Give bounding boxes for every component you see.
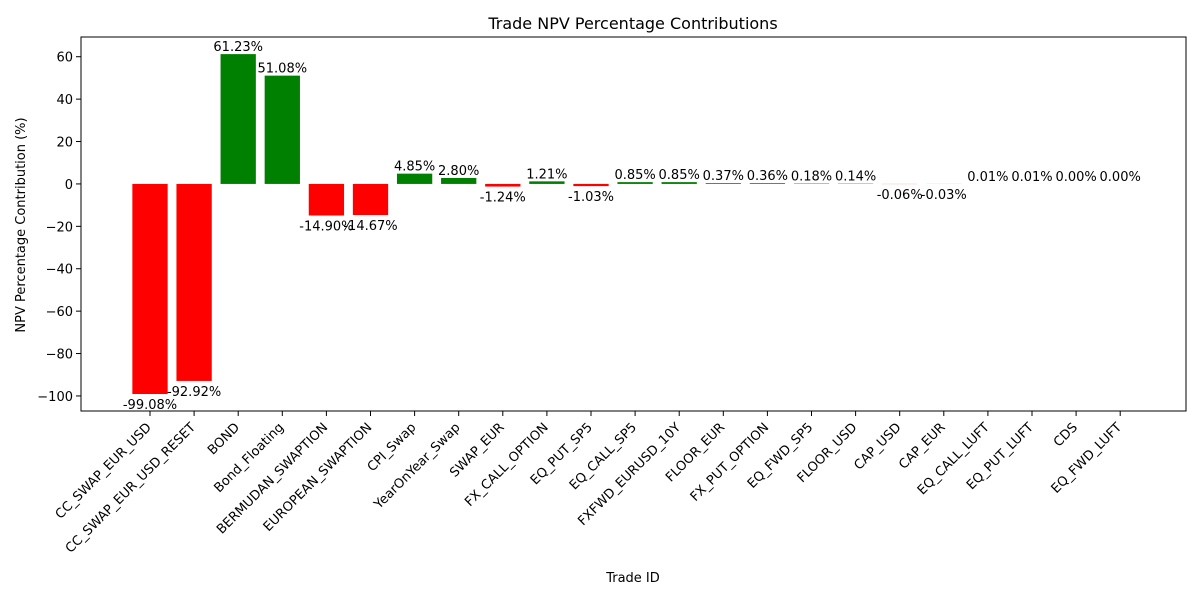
bar-EQ_PUT_SP5 — [573, 183, 609, 187]
bar-CC_SWAP_EUR_USD — [132, 183, 168, 394]
data-label: 0.14% — [835, 170, 876, 185]
data-label: -14.67% — [343, 219, 397, 234]
data-label: -0.06% — [877, 188, 923, 203]
y-tick-label: −60 — [46, 305, 73, 320]
y-axis-ticks: −100 −80 −60 −40 −20 0 20 40 60 — [37, 51, 81, 405]
bar-FX_CALL_OPTION — [529, 181, 565, 184]
data-labels: -99.08%-92.92% 61.23% 51.08% -14.90%-14.67%… — [123, 40, 1141, 413]
bar-FXFWD_EURUSD_10Y — [661, 182, 697, 184]
bar-YearOnYear_Swap — [441, 177, 477, 184]
data-label: 0.36% — [747, 169, 788, 184]
x-axis-label: Trade ID — [605, 571, 660, 586]
data-label: 0.00% — [1055, 170, 1096, 185]
data-label: 0.01% — [967, 170, 1008, 185]
data-label: -1.24% — [480, 191, 526, 206]
bar-FLOOR_EUR — [705, 183, 741, 184]
bars-layer — [132, 54, 1050, 394]
data-label: 0.37% — [703, 169, 744, 184]
y-axis-label: NPV Percentage Contribution (%) — [14, 117, 29, 332]
bar-Bond_Floating — [264, 75, 300, 184]
data-label: -14.90% — [299, 220, 353, 235]
y-tick-label: 40 — [56, 93, 73, 108]
y-tick-label: 0 — [65, 178, 73, 193]
y-tick-label: −100 — [37, 390, 73, 405]
data-label: 1.21% — [526, 167, 567, 182]
data-label: 2.80% — [438, 164, 479, 179]
data-label: -1.03% — [568, 190, 614, 205]
y-tick-label: 20 — [56, 136, 73, 151]
plot-frame — [80, 36, 1187, 412]
bar-EQ_CALL_SP5 — [617, 182, 653, 184]
bar-EUROPEAN_SWAPTION — [352, 183, 389, 216]
data-label: 4.85% — [394, 160, 435, 175]
data-label: 0.18% — [791, 170, 832, 185]
data-label: -99.08% — [123, 398, 177, 413]
data-label: -92.92% — [167, 385, 221, 400]
y-tick-label: −40 — [46, 263, 73, 278]
y-tick-label: −80 — [46, 348, 73, 363]
data-label: 0.85% — [614, 168, 655, 183]
y-tick-label: 60 — [56, 51, 73, 66]
bar-SWAP_EUR — [485, 183, 521, 187]
data-label: 0.01% — [1011, 170, 1052, 185]
bar-CPI_Swap — [396, 173, 433, 184]
chart-title: Trade NPV Percentage Contributions — [487, 14, 777, 33]
data-label: 51.08% — [258, 62, 308, 77]
data-label: -0.03% — [921, 188, 967, 203]
data-label: 0.85% — [659, 168, 700, 183]
y-tick-label: −20 — [46, 220, 73, 235]
data-label: 0.00% — [1100, 170, 1141, 185]
bar-CC_SWAP_EUR_USD_RESET — [176, 183, 212, 381]
bar-FX_PUT_OPTION — [749, 183, 786, 184]
bar-BOND — [220, 54, 256, 184]
bar-BERMUDAN_SWAPTION — [308, 183, 345, 216]
data-label: 61.23% — [213, 40, 263, 55]
